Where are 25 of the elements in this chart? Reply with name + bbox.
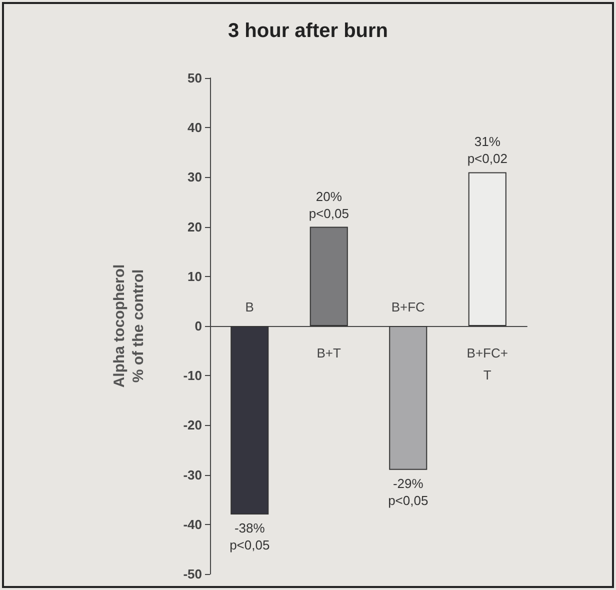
y-tick-label: 30 [188,170,202,185]
data-label: 20% p<0,05 [308,188,349,221]
x-tick-label: B+FC [391,300,425,314]
data-label: 31% p<0,02 [467,134,508,166]
y-axis-title: Alpha tocopherol % of the control [111,264,147,388]
x-tick-label: B+FC+T [466,346,508,382]
y-tick-label: 0 [194,318,202,334]
bar [389,326,428,470]
y-tick-label: -50 [183,566,202,582]
y-tick-label: -40 [183,516,202,532]
bar [230,326,269,514]
y-tick-label: 10 [188,268,202,284]
bar [468,172,506,326]
chart-title: 3 hour after burn [228,20,388,42]
bar [310,226,348,326]
y-tick-label: -10 [183,368,202,384]
data-label: -38% p<0,05 [230,520,270,552]
data-label: -29% p<0,05 [388,476,428,508]
y-tick-label: 50 [188,70,202,86]
x-tick-label: B [245,300,254,314]
y-tick-label: 40 [188,120,202,136]
y-tick-label: 20 [188,219,202,234]
x-tick-label: B+T [316,346,342,360]
y-tick-label: -30 [183,467,202,482]
y-tick-label: -20 [183,418,202,433]
